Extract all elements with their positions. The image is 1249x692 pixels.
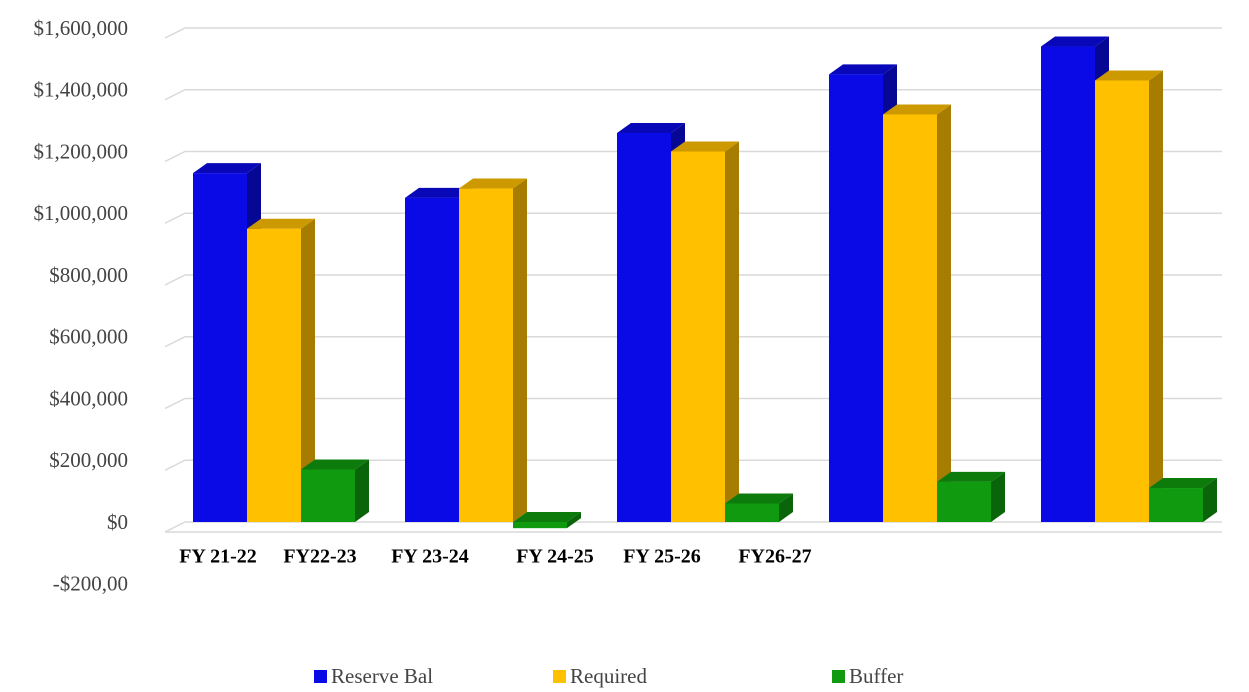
y-tick-label: $200,000 xyxy=(49,448,128,472)
y-tick-label: $1,200,000 xyxy=(34,139,129,163)
bar xyxy=(247,228,301,522)
bar-group xyxy=(883,104,951,522)
legend-swatch xyxy=(553,670,566,683)
bar-top xyxy=(459,178,527,189)
bar-top xyxy=(829,64,897,75)
bar-side xyxy=(567,512,581,529)
bar-group xyxy=(459,178,527,523)
y-tick-label: $400,000 xyxy=(49,386,128,410)
bar-top xyxy=(1149,478,1217,489)
bar-group xyxy=(513,512,581,529)
bar xyxy=(405,197,459,522)
bar xyxy=(725,503,779,522)
bar xyxy=(1095,80,1149,523)
bar xyxy=(671,151,725,522)
y-tick-label: -$200,00 xyxy=(53,572,128,596)
bar-side xyxy=(301,218,315,522)
bar-top xyxy=(617,122,685,133)
bar xyxy=(937,481,991,522)
bar-group xyxy=(1095,70,1163,523)
legend-label: Reserve Bal xyxy=(331,664,433,688)
bar-group xyxy=(1149,478,1217,522)
legend-swatch xyxy=(314,670,327,683)
y-tick-label: $1,400,000 xyxy=(34,78,129,102)
bar xyxy=(883,114,937,522)
y-tick-label: $600,000 xyxy=(49,325,128,349)
bar-side xyxy=(355,459,369,522)
legend-swatch xyxy=(832,670,845,683)
bar-group xyxy=(301,459,369,522)
bar xyxy=(459,188,513,523)
bar-top xyxy=(513,512,581,522)
bar-side xyxy=(513,178,527,523)
x-tick-label: FY 24-25 xyxy=(516,546,594,568)
bar-top xyxy=(247,218,315,229)
y-tick-label: $1,600,000 xyxy=(34,16,129,40)
bar-top xyxy=(671,141,739,152)
bar-side xyxy=(1203,478,1217,522)
bar-group xyxy=(829,64,897,522)
bar-top xyxy=(405,187,473,198)
bar-top xyxy=(725,493,793,504)
y-tick-label: $1,000,000 xyxy=(34,201,129,225)
x-tick-label: FY22-23 xyxy=(283,546,356,568)
bar-group xyxy=(725,493,793,522)
bar-side xyxy=(991,471,1005,522)
bar xyxy=(193,173,247,523)
x-tick-label: FY26-27 xyxy=(738,546,811,568)
x-tick-label: FY 25-26 xyxy=(623,546,701,568)
bar xyxy=(513,522,567,529)
x-tick-label: FY 23-24 xyxy=(391,546,469,568)
bar xyxy=(1149,488,1203,522)
bar-group xyxy=(671,141,739,522)
grid-line xyxy=(164,27,1222,39)
bar-top xyxy=(1095,70,1163,81)
bar-side xyxy=(1149,70,1163,523)
bar-side xyxy=(779,493,793,522)
bar-top xyxy=(1041,36,1109,47)
bar-side xyxy=(937,104,951,522)
bar-group xyxy=(937,471,1005,522)
legend-label: Buffer xyxy=(849,664,903,688)
bar-top xyxy=(301,459,369,470)
bar-group xyxy=(247,218,315,522)
bar xyxy=(1041,46,1095,523)
bar-side xyxy=(725,141,739,522)
x-tick-label: FY 21-22 xyxy=(179,546,257,568)
legend-label: Required xyxy=(570,664,647,688)
bar xyxy=(617,132,671,522)
bar-top xyxy=(883,104,951,115)
grid-line xyxy=(164,521,1222,533)
y-tick-label: $0 xyxy=(107,510,128,534)
y-tick-label: $800,000 xyxy=(49,263,128,287)
bar xyxy=(301,469,355,522)
bar xyxy=(829,74,883,522)
bar-top xyxy=(193,163,261,174)
bar-top xyxy=(937,471,1005,482)
